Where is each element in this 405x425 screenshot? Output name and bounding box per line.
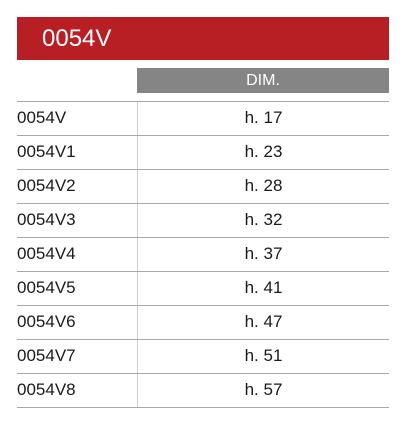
table-row: 0054V5 h. 41 [17, 272, 389, 306]
dim-cell: h. 23 [244, 142, 283, 161]
dim-header: DIM. [137, 68, 389, 93]
table-row: 0054V6 h. 47 [17, 306, 389, 340]
code-cell: 0054V2 [17, 170, 138, 203]
title-bar: 0054V [17, 17, 389, 60]
code-cell: 0054V6 [17, 306, 138, 339]
code-cell: 0054V [17, 102, 138, 135]
table-row: 0054V3 h. 32 [17, 204, 389, 238]
table-row: 0054V1 h. 23 [17, 136, 389, 170]
dim-cell: h. 28 [244, 176, 283, 195]
code-cell: 0054V5 [17, 272, 138, 305]
table-row: 0054V2 h. 28 [17, 170, 389, 204]
code-cell: 0054V8 [17, 374, 138, 407]
dim-cell: h. 51 [244, 346, 283, 365]
code-cell: 0054V1 [17, 136, 138, 169]
code-cell: 0054V4 [17, 238, 138, 271]
dim-cell: h. 37 [244, 244, 283, 263]
dim-cell: h. 47 [244, 312, 283, 331]
table: 0054V h. 17 0054V1 h. 23 0054V2 h. 28 0054V3 h.… [17, 101, 389, 408]
dim-cell: h. 17 [244, 108, 283, 127]
dim-cell: h. 57 [244, 380, 283, 399]
dim-cell: h. 32 [244, 210, 283, 229]
table-row: 0054V7 h. 51 [17, 340, 389, 374]
table-row: 0054V8 h. 57 [17, 374, 389, 408]
table-row: 0054V4 h. 37 [17, 238, 389, 272]
code-cell: 0054V3 [17, 204, 138, 237]
table-row: 0054V h. 17 [17, 102, 389, 136]
dim-cell: h. 41 [244, 278, 283, 297]
code-cell: 0054V7 [17, 340, 138, 373]
